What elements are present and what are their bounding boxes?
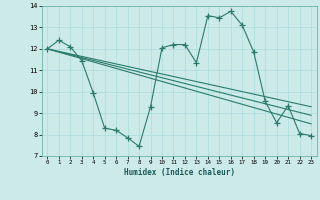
X-axis label: Humidex (Indice chaleur): Humidex (Indice chaleur)	[124, 168, 235, 177]
